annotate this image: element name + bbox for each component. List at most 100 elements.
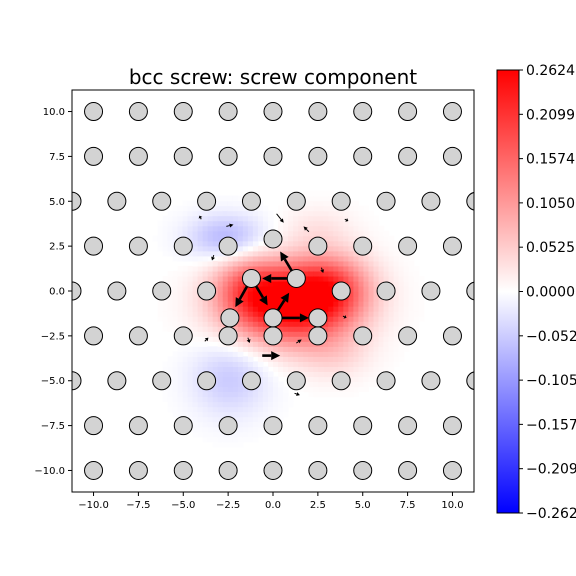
heatmap-cell [313, 220, 319, 227]
heatmap-cell [252, 210, 259, 217]
heatmap-cell [212, 205, 219, 212]
atom-marker [442, 146, 462, 166]
heatmap-cell [298, 341, 304, 347]
heatmap-cell [177, 386, 184, 393]
heatmap-cell [368, 346, 375, 352]
heatmap-cell [212, 431, 219, 438]
heatmap-cell [177, 381, 184, 388]
heatmap-cell [217, 215, 224, 222]
heatmap-cell [323, 215, 329, 222]
heatmap-cell [257, 230, 264, 237]
heatmap-cell [398, 346, 405, 352]
heatmap-cell [177, 391, 184, 398]
heatmap-cell [157, 316, 164, 322]
heatmap-cell [192, 200, 199, 207]
heatmap-cell [232, 275, 239, 282]
heatmap-cell [343, 341, 349, 347]
heatmap-cell [303, 356, 309, 362]
heatmap-cell [267, 381, 274, 388]
displacement-arrow-head [280, 292, 290, 303]
heatmap-cell [368, 341, 375, 347]
heatmap-cell [192, 401, 199, 408]
atom-marker [286, 191, 306, 211]
heatmap-cell [338, 351, 344, 357]
heatmap-cell [162, 366, 169, 373]
heatmap-cell [227, 215, 234, 222]
heatmap-cell [328, 341, 334, 347]
heatmap-cell [162, 301, 169, 307]
heatmap-cell [358, 215, 365, 222]
heatmap-cell [413, 321, 420, 327]
heatmap-cell [222, 396, 229, 403]
heatmap-cell [283, 401, 289, 408]
heatmap-cell [167, 220, 174, 227]
colorbar-tick-label: 0.0000 [526, 285, 575, 301]
heatmap-cell [232, 285, 239, 292]
heatmap-cell [308, 296, 314, 302]
heatmap-cell [383, 351, 390, 357]
atom-marker [263, 229, 283, 249]
heatmap-cell [318, 296, 324, 302]
heatmap-cell [348, 260, 355, 267]
heatmap-cell [303, 280, 309, 287]
heatmap-cell [333, 361, 339, 367]
heatmap-cell [378, 311, 385, 317]
heatmap-cell [308, 195, 314, 202]
heatmap-cell [262, 210, 269, 217]
heatmap-cell [348, 326, 355, 332]
heatmap-cell [227, 291, 234, 297]
heatmap-cell [348, 205, 355, 212]
heatmap-cell [328, 321, 334, 327]
heatmap-cell [177, 230, 184, 237]
heatmap-cell [338, 210, 344, 217]
heatmap-cell [353, 311, 360, 317]
atom-marker [308, 308, 328, 328]
heatmap-cell [338, 311, 344, 317]
heatmap-cell [267, 391, 274, 398]
atom-marker [308, 416, 328, 436]
heatmap-cell [182, 351, 189, 357]
heatmap-cell [167, 306, 174, 312]
colorbar-tick-label: −0.0525 [526, 329, 576, 345]
heatmap-cell [257, 396, 264, 403]
heatmap-cell [333, 311, 339, 317]
heatmap-cell [177, 361, 184, 367]
heatmap-cell [192, 376, 199, 383]
heatmap-cell [343, 270, 349, 277]
atom-marker [466, 191, 474, 211]
heatmap-cell [182, 280, 189, 287]
heatmap-cell [338, 250, 344, 257]
heatmap-cell [172, 386, 179, 393]
heatmap-cell [303, 195, 309, 202]
heatmap-cell [383, 316, 390, 322]
heatmap-cell [207, 316, 214, 322]
heatmap-cell [247, 331, 254, 337]
heatmap-cell [197, 336, 204, 342]
heatmap-cell [333, 225, 339, 232]
heatmap-cell [197, 240, 204, 247]
heatmap-cell [273, 346, 279, 352]
displacement-arrow-shaft [247, 337, 250, 340]
heatmap-cell [283, 270, 289, 277]
atom-marker [84, 460, 104, 480]
heatmap-cell [413, 265, 420, 272]
heatmap-cell [252, 230, 259, 237]
heatmap-cell [207, 301, 214, 307]
heatmap-cell [172, 255, 179, 262]
heatmap-cell [328, 311, 334, 317]
heatmap-cell [207, 311, 214, 317]
heatmap-cell [202, 421, 209, 428]
heatmap-cell [212, 245, 219, 252]
heatmap-cell [348, 240, 355, 247]
heatmap-cell [348, 391, 355, 398]
displacement-arrow-head [198, 215, 203, 219]
heatmap-cell [353, 215, 360, 222]
heatmap-cell [267, 396, 274, 403]
heatmap-cell [283, 301, 289, 307]
heatmap-cell [343, 225, 349, 232]
heatmap-cell [358, 356, 365, 362]
heatmap-cell [333, 235, 339, 242]
heatmap-cell [212, 326, 219, 332]
atom-marker [376, 191, 396, 211]
